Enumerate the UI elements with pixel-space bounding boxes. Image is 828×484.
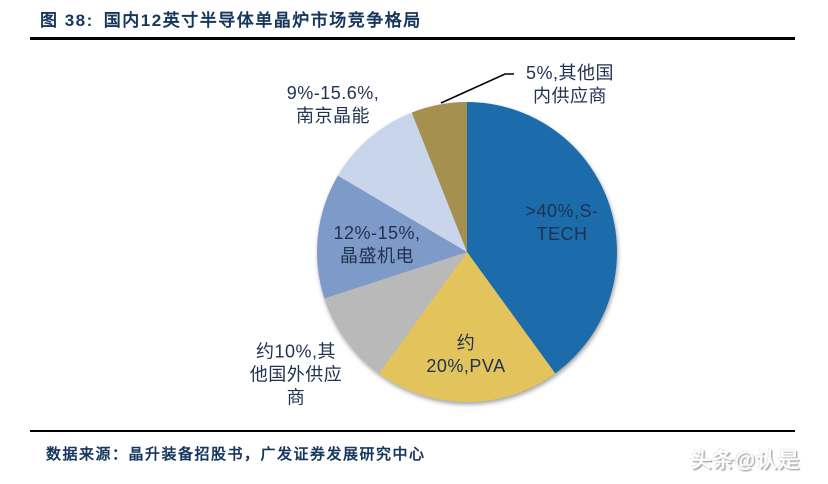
title-divider: [30, 37, 795, 40]
pie-slice-jingsheng: [316, 175, 467, 299]
slice-label-other-foreign: 约10%,其 他国外供应 商: [249, 341, 343, 408]
slice-label-pva: 约 20%,PVA: [426, 333, 506, 376]
slice-label-s-tech: >40%,S- TECH: [525, 201, 599, 244]
pie-slice-other-foreign: [324, 252, 467, 374]
leader-line-other-domestic: [440, 73, 514, 104]
figure-number: 图 38:: [40, 11, 94, 30]
data-source: 数据来源：晶升装备招股书，广发证券发展研究中心: [46, 446, 426, 463]
pie-slice-pva: [378, 252, 556, 402]
pie-chart: >40%,S- TECH 约 20%,PVA 12%-15%, 晶盛机电 9%-…: [0, 42, 828, 430]
pie-slice-nanjing: [337, 112, 467, 252]
pie-slices-group: [316, 102, 617, 402]
figure-header: 图 38: 国内12英寸半导体单晶炉市场竞争格局: [40, 6, 800, 31]
footer-divider: [30, 430, 795, 432]
figure-title: 国内12英寸半导体单晶炉市场竞争格局: [103, 11, 422, 30]
watermark: 头条@认是: [690, 449, 800, 472]
slice-label-nanjing: 9%-15.6%, 南京晶能: [286, 83, 380, 126]
slice-label-other-domestic: 5%,其他国 内供应商: [525, 63, 615, 106]
pie-slice-other-domestic: [411, 102, 467, 252]
pie-slice-s-tech: [467, 102, 617, 374]
slice-label-jingsheng: 12%-15%, 晶盛机电: [333, 223, 421, 266]
